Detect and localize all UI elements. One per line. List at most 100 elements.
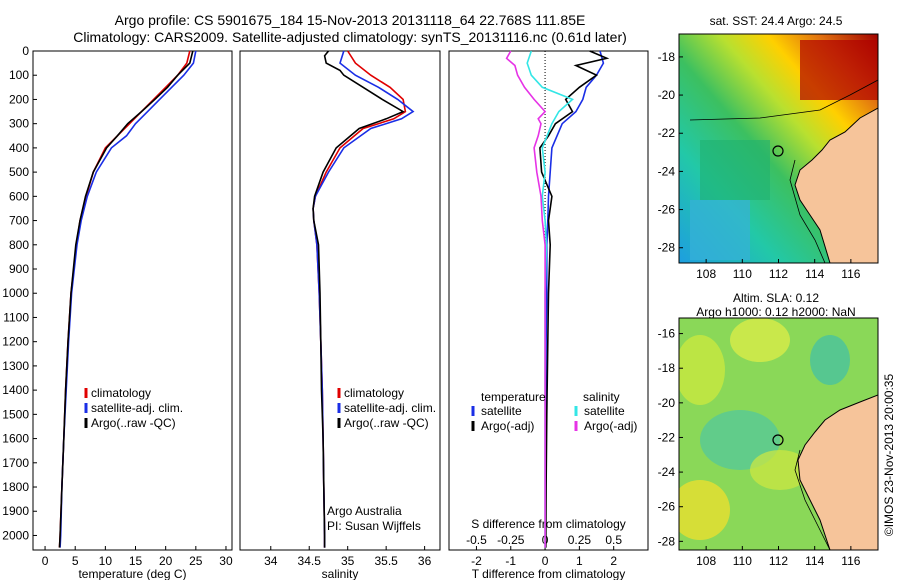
y-tick-label: 1700	[2, 456, 29, 470]
x-tick-label: 36	[418, 554, 432, 568]
y-tick-label: 1500	[2, 407, 29, 421]
x2-axis-label: S difference from climatology	[471, 517, 626, 531]
legend-label: climatology	[344, 386, 404, 400]
credit-note: Argo Australia	[327, 504, 402, 518]
legend-title-temperature: temperature	[481, 390, 546, 404]
x-tick-label: 1	[576, 554, 583, 568]
x-tick-label: 20	[159, 554, 173, 568]
y-tick-label: 1600	[2, 432, 29, 446]
y-tick-label: 700	[9, 214, 29, 228]
x-tick-label: 2	[610, 554, 617, 568]
y-tick-label: 100	[9, 68, 29, 82]
y-tick-label: 1000	[2, 286, 29, 300]
plot-frame	[239, 50, 441, 551]
map-x-tick-label: 114	[805, 267, 824, 281]
y-tick-label: 1800	[2, 480, 29, 494]
x-tick-label: 25	[189, 554, 203, 568]
x-tick-label: 10	[99, 554, 113, 568]
legend-label: Argo(..raw -QC)	[344, 416, 429, 430]
map-x-tick-label: 112	[769, 267, 788, 281]
diff-line-salinity-argo	[505, 50, 547, 548]
diff-line-temperature-argo	[539, 50, 610, 548]
y-tick-label: 600	[9, 189, 29, 203]
legend-label: Argo(-adj)	[481, 419, 534, 433]
map-x-tick-label: 110	[733, 267, 752, 281]
y-tick-label: 800	[9, 238, 29, 252]
timestamp-stamp: ©IMOS 23-Nov-2013 20:00:35	[882, 374, 896, 537]
x-tick-label: 0	[542, 554, 549, 568]
title-line-2: Climatology: CARS2009. Satellite-adjuste…	[73, 29, 627, 45]
y-tick-label: 1200	[2, 335, 29, 349]
salinity-profile-panel: 34 34.5 35 35.5 36 salinity climatologysatelli…	[239, 50, 441, 580]
map-x-tick-label: 114	[805, 554, 824, 568]
x-axis-label: temperature (deg C)	[78, 567, 186, 580]
y-tick-label: 0	[22, 44, 29, 58]
legend-label: Argo(-adj)	[584, 419, 637, 433]
legend-label: Argo(..raw -QC)	[91, 416, 176, 430]
y-tick-label: 300	[9, 117, 29, 131]
map-y-tick-label: -20	[658, 88, 676, 102]
y-tick-label: 400	[9, 141, 29, 155]
y-tick-label: 1100	[3, 310, 29, 324]
legend-label: satellite	[584, 404, 625, 418]
legend-label: satellite-adj. clim.	[344, 401, 436, 415]
x-tick-label: 15	[129, 554, 143, 568]
map-y-tick-label: -18	[658, 361, 676, 375]
x-tick-label: 5	[72, 554, 79, 568]
map-y-tick-label: -16	[658, 327, 676, 341]
map-y-tick-label: -28	[658, 241, 676, 255]
map-y-tick-label: -22	[658, 126, 676, 140]
sla-map-title-1: Altim. SLA: 0.12	[733, 291, 819, 305]
x-axis-label: salinity	[322, 567, 359, 580]
map-x-tick-label: 110	[733, 554, 752, 568]
argo-location-marker	[772, 145, 784, 157]
y-tick-label: 200	[9, 92, 29, 106]
map-x-tick-label: 112	[769, 554, 788, 568]
map-x-tick-label: 108	[696, 267, 716, 281]
sst-map-panel: sat. SST: 24.4 Argo: 24.5	[658, 14, 879, 281]
x2-tick-label: 0.5	[605, 533, 622, 547]
legend-title-salinity: salinity	[583, 390, 620, 404]
plot-frame	[32, 50, 233, 551]
map-y-tick-label: -22	[658, 430, 676, 444]
diff-line-temperature-satellite	[544, 50, 605, 548]
y-tick-label: 1900	[2, 504, 29, 518]
series-line-argo	[312, 50, 405, 548]
map-x-tick-label: 116	[841, 554, 860, 568]
x-tick-label: -1	[505, 554, 516, 568]
legend-label: climatology	[91, 386, 151, 400]
x-tick-label: -2	[471, 554, 482, 568]
x-axis-label: T difference from climatology	[472, 567, 626, 580]
credit-note: PI: Susan Wijffels	[327, 519, 421, 533]
land-mass	[794, 107, 878, 263]
map-y-tick-label: -18	[658, 50, 676, 64]
temperature-profile-panel: 0100200300400500600700800900100011001200…	[2, 44, 233, 580]
map-y-tick-label: -20	[658, 396, 676, 410]
x2-tick-label: 0.25	[568, 533, 592, 547]
x-tick-label: 34	[264, 554, 278, 568]
map-y-tick-label: -26	[658, 500, 676, 514]
land-mass-sla	[797, 394, 878, 550]
x-tick-label: 35	[341, 554, 355, 568]
map-y-tick-label: -24	[658, 164, 676, 178]
x-tick-label: 34.5	[298, 554, 322, 568]
y-tick-label: 900	[9, 262, 29, 276]
map-y-tick-label: -28	[658, 534, 676, 548]
y-tick-label: 2000	[2, 528, 29, 542]
sst-map-title: sat. SST: 24.4 Argo: 24.5	[710, 14, 843, 28]
difference-profile-panel: -2 -1 0 1 2T difference from climatology -0.5…	[448, 50, 649, 580]
map-x-tick-label: 108	[696, 554, 716, 568]
x-tick-label: 30	[219, 554, 233, 568]
sla-map-title-2: Argo h1000: 0.12 h2000: NaN	[696, 305, 855, 319]
y-tick-label: 1300	[2, 359, 29, 373]
map-y-tick-label: -24	[658, 465, 676, 479]
legend-label: satellite-adj. clim.	[91, 401, 183, 415]
legend-label: satellite	[481, 404, 522, 418]
argo-location-marker-sla	[772, 434, 784, 446]
x2-tick-label: -0.5	[466, 533, 487, 547]
x2-tick-label: -0.25	[497, 533, 525, 547]
x-tick-label: 35.5	[374, 554, 398, 568]
series-line-argo	[58, 50, 194, 548]
map-y-tick-label: -26	[658, 203, 676, 217]
